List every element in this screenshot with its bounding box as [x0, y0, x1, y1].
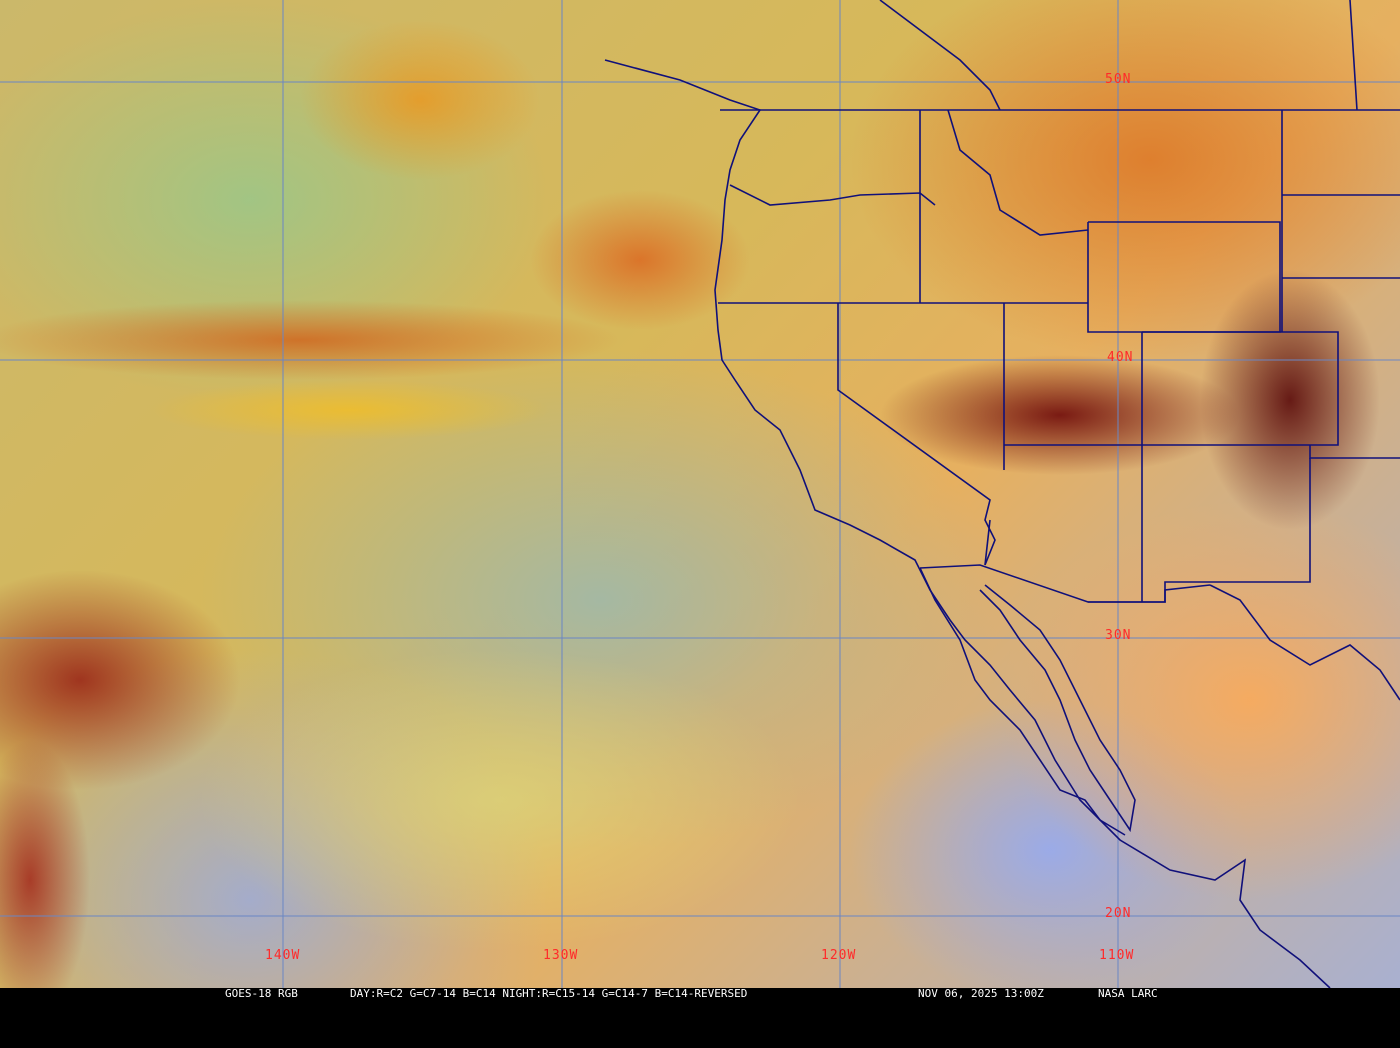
lon-label-130w: 130W [543, 948, 579, 963]
border-wy [1087, 221, 1281, 333]
border-bc-ab [879, 0, 1001, 111]
lon-label-120w: 120W [821, 948, 857, 963]
lat-label-30n: 30N [1105, 628, 1132, 643]
border-nm [1088, 458, 1311, 603]
caption-recipe: DAY:R=C2 G=C7-14 B=C14 NIGHT:R=C15-14 G=… [350, 987, 748, 1000]
coastline-mexico-mainland [1209, 584, 1400, 701]
border-canada-provinces [1349, 0, 1358, 111]
border-us-mexico [919, 564, 1211, 603]
border-wa-or [729, 184, 936, 206]
coastline-gulf-california [979, 584, 1136, 833]
graticule [0, 0, 1400, 988]
lat-label-20n: 20N [1105, 906, 1132, 921]
lon-label-140w: 140W [265, 948, 301, 963]
border-ok [1309, 445, 1400, 459]
map-overlay [0, 0, 1400, 988]
lon-label-110w: 110W [1099, 948, 1135, 963]
border-id-mt [947, 109, 1089, 236]
border-ca-az [984, 519, 991, 566]
caption-product: GOES-18 RGB [225, 987, 298, 1000]
coastline-pacific [604, 59, 1331, 988]
coastline-baja-west [919, 567, 1126, 836]
caption-bar: GOES-18 RGB DAY:R=C2 G=C7-14 B=C14 NIGHT… [0, 988, 1400, 1000]
border-co [1004, 331, 1339, 446]
satellite-imagery [0, 0, 1400, 988]
caption-source: NASA LARC [1098, 987, 1158, 1000]
border-ca-nv [837, 303, 996, 566]
lat-label-50n: 50N [1105, 72, 1132, 87]
borders [604, 0, 1400, 988]
lat-label-40n: 40N [1107, 350, 1134, 365]
caption-timestamp: NOV 06, 2025 13:00Z [918, 987, 1044, 1000]
